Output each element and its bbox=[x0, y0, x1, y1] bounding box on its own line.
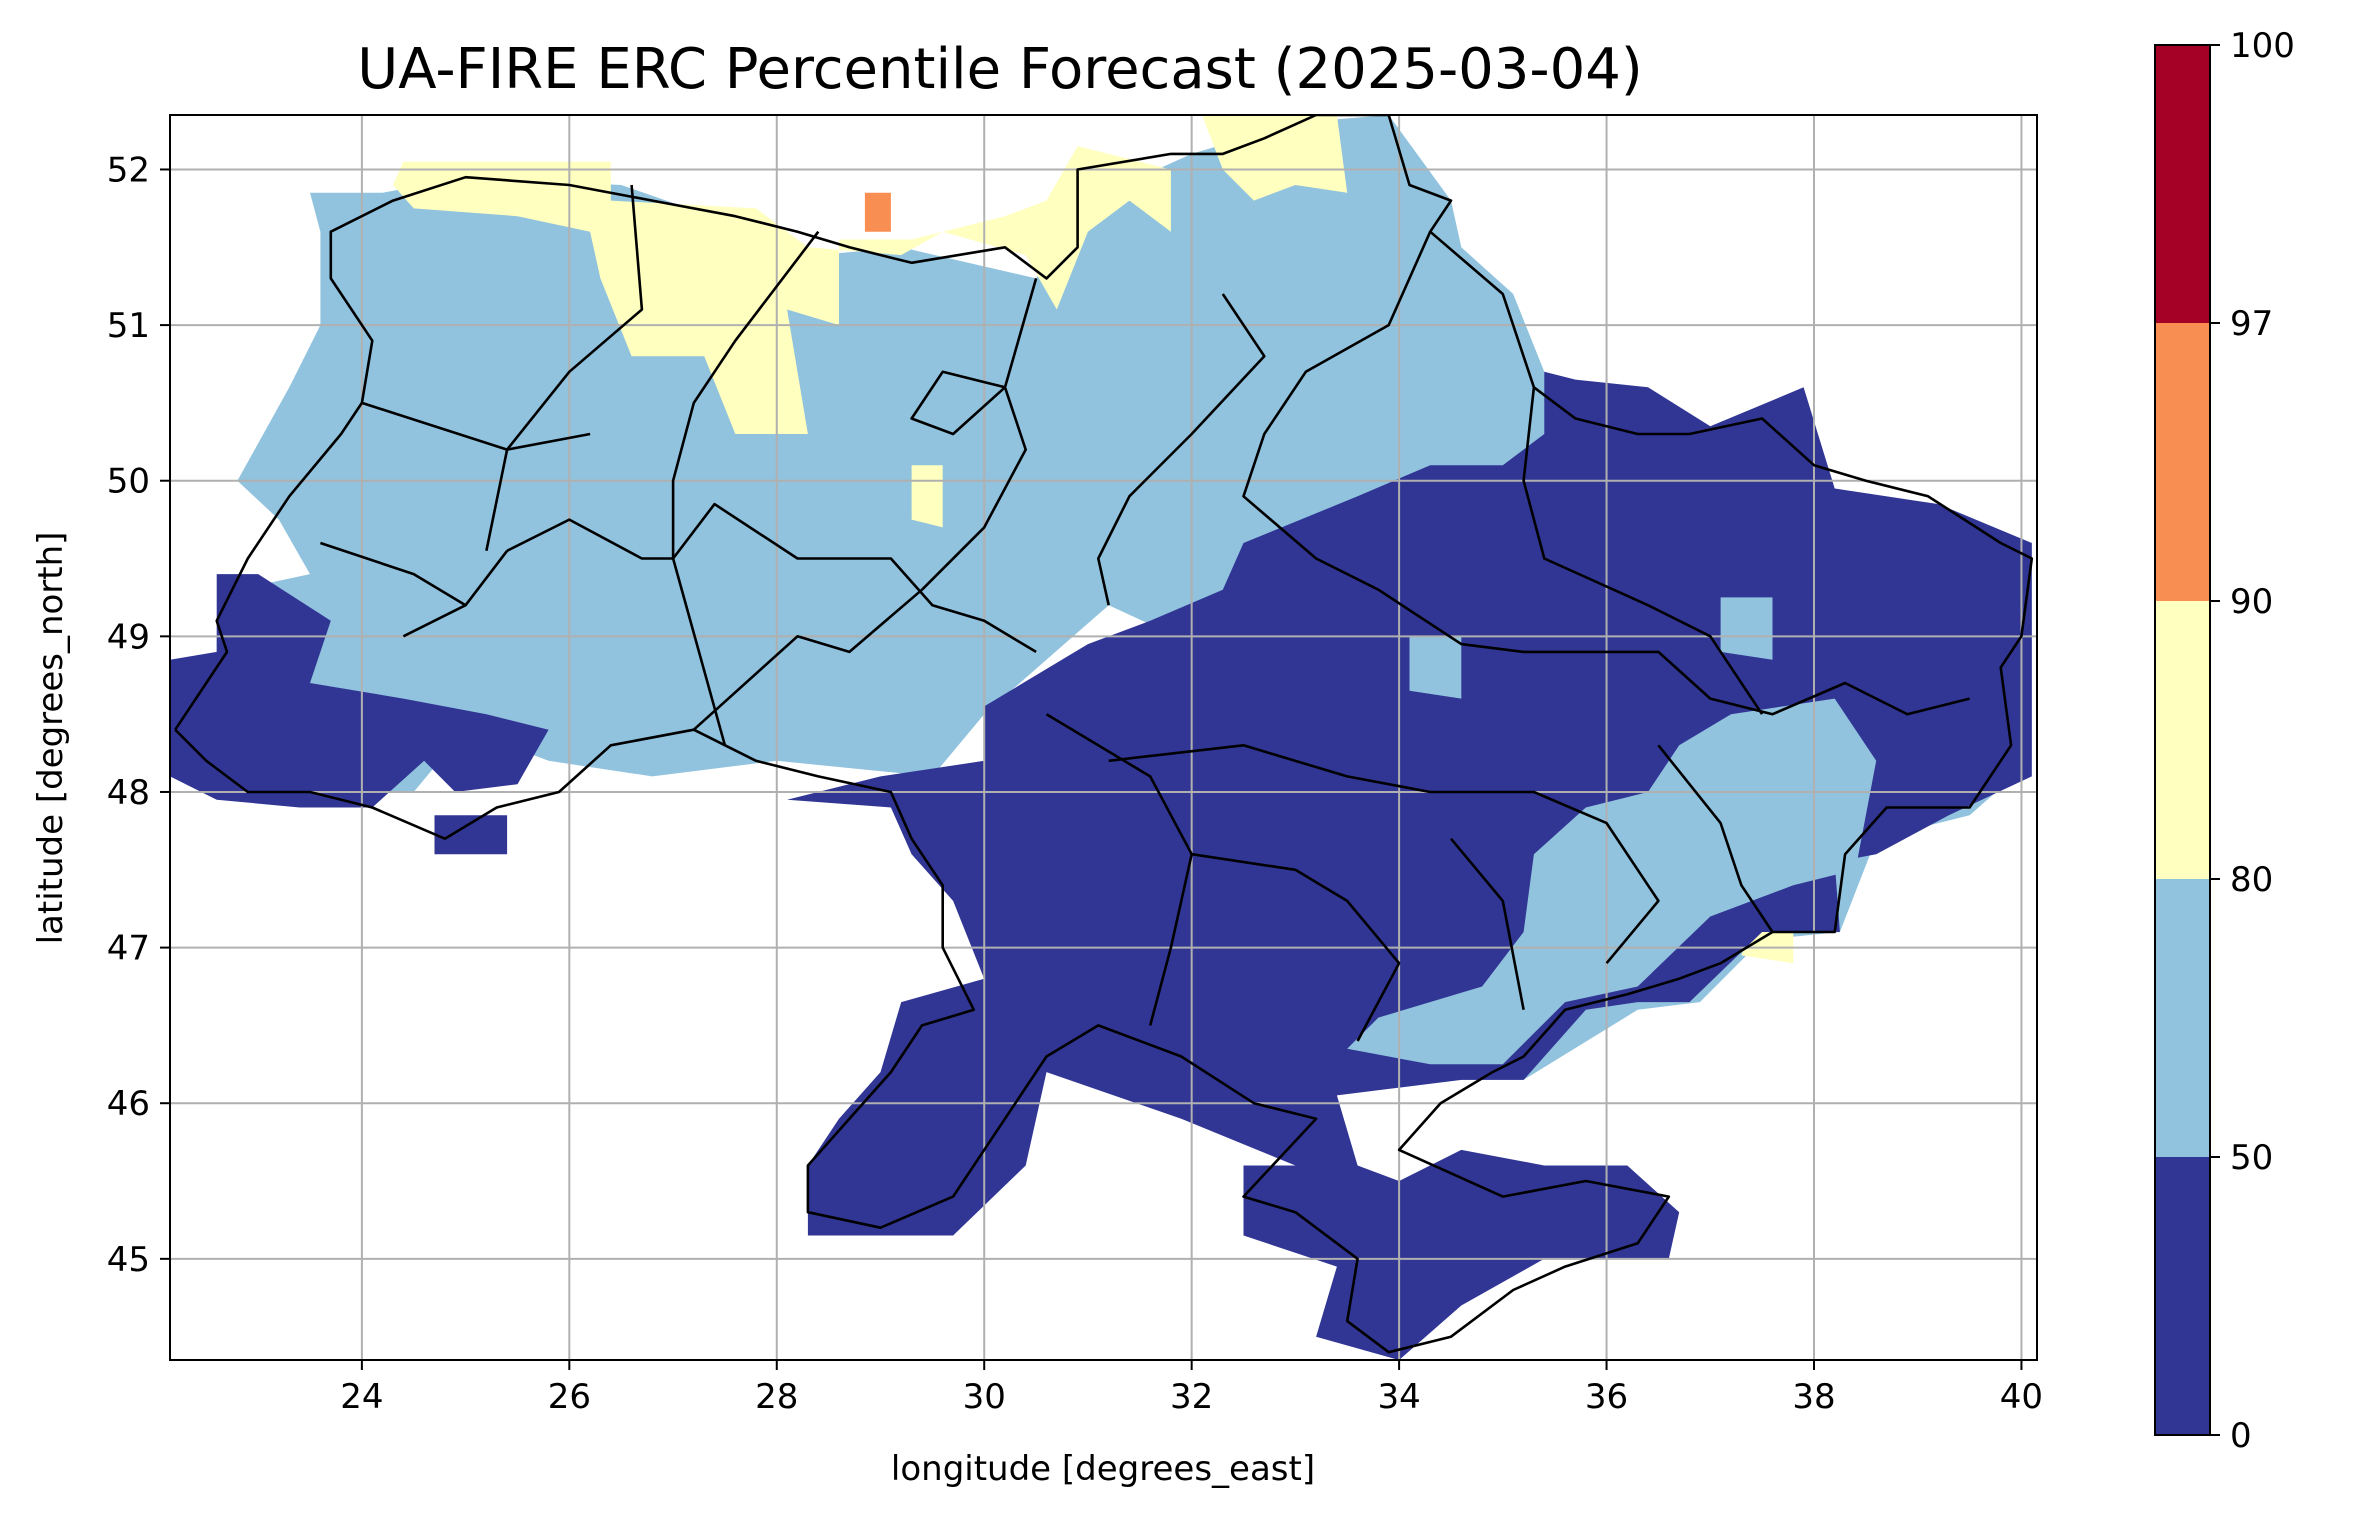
region-5 bbox=[864, 192, 891, 232]
region-9 bbox=[1720, 597, 1773, 660]
y-tick-label-45: 45 bbox=[107, 1240, 150, 1280]
x-tick-label-26: 26 bbox=[548, 1377, 591, 1417]
region-1 bbox=[393, 146, 1171, 434]
plot-frame bbox=[169, 114, 2038, 1361]
y-tick-label-49: 49 bbox=[107, 617, 150, 657]
border-15 bbox=[319, 541, 467, 607]
colorbar-ticks: 0 50 80 90 97 100 bbox=[2210, 26, 2295, 1456]
y-tick-label-50: 50 bbox=[107, 462, 150, 502]
x-tick-label-36: 36 bbox=[1585, 1377, 1628, 1417]
x-tick-label-34: 34 bbox=[1377, 1377, 1420, 1417]
region-3 bbox=[911, 465, 943, 528]
y-axis-ticks: 45 46 47 48 49 50 51 52 bbox=[107, 150, 170, 1280]
percentile-regions bbox=[170, 115, 2032, 1360]
colorbar-frame bbox=[2154, 44, 2211, 1436]
x-tick-label-24: 24 bbox=[340, 1377, 383, 1417]
y-tick-label-48: 48 bbox=[107, 773, 150, 813]
border-6 bbox=[1242, 231, 1970, 716]
x-tick-label-40: 40 bbox=[2000, 1377, 2043, 1417]
y-tick-label-52: 52 bbox=[107, 150, 150, 190]
border-7 bbox=[1522, 387, 1764, 715]
border-9 bbox=[1108, 743, 1660, 965]
border-4 bbox=[921, 278, 1038, 591]
border-0 bbox=[174, 115, 2034, 1354]
x-tick-label-38: 38 bbox=[1792, 1377, 1835, 1417]
region-10 bbox=[1409, 636, 1462, 699]
y-axis-label: latitude [degrees_north] bbox=[31, 532, 71, 945]
border-2 bbox=[485, 184, 644, 552]
y-tick-label-46: 46 bbox=[107, 1084, 150, 1124]
colorbar-tick-label-97: 97 bbox=[2230, 304, 2273, 344]
colorbar-segment-2 bbox=[2155, 601, 2210, 879]
chart-title: UA-FIRE ERC Percentile Forecast (2025-03… bbox=[357, 37, 1642, 102]
colorbar-tick-label-0: 0 bbox=[2230, 1416, 2252, 1456]
border-1 bbox=[506, 502, 1037, 654]
x-tick-label-30: 30 bbox=[963, 1377, 1006, 1417]
colorbar-segment-4 bbox=[2155, 45, 2210, 323]
border-5 bbox=[1097, 293, 1266, 606]
border-16 bbox=[361, 401, 591, 451]
gridlines bbox=[170, 115, 2037, 1360]
colorbar-tick-label-50: 50 bbox=[2230, 1138, 2273, 1178]
border-13 bbox=[692, 588, 923, 731]
y-tick-label-47: 47 bbox=[107, 929, 150, 969]
region-0 bbox=[216, 115, 2032, 1088]
colorbar-tick-label-90: 90 bbox=[2230, 582, 2273, 622]
colorbar-tick-label-80: 80 bbox=[2230, 860, 2273, 900]
region-7 bbox=[170, 574, 549, 808]
x-tick-label-28: 28 bbox=[755, 1377, 798, 1417]
region-8 bbox=[434, 815, 508, 855]
border-3 bbox=[671, 230, 820, 746]
x-tick-label-32: 32 bbox=[1170, 1377, 1213, 1417]
colorbar-segment-0 bbox=[2155, 1157, 2210, 1435]
y-tick-label-51: 51 bbox=[107, 306, 150, 346]
x-axis-ticks: 24 26 28 30 32 34 36 38 40 bbox=[340, 1360, 2043, 1417]
colorbar-segment-3 bbox=[2155, 323, 2210, 601]
x-axis-label: longitude [degrees_east] bbox=[891, 1449, 1315, 1489]
admin-borders bbox=[174, 115, 2034, 1354]
border-12 bbox=[1657, 744, 1774, 933]
border-17 bbox=[910, 370, 1006, 436]
region-11 bbox=[1347, 698, 1877, 1065]
region-2 bbox=[1202, 115, 1348, 201]
border-11 bbox=[1450, 837, 1525, 1011]
colorbar-tick-label-100: 100 bbox=[2230, 26, 2295, 66]
border-10 bbox=[1191, 852, 1401, 1042]
colorbar bbox=[2154, 44, 2211, 1436]
colorbar-segment-1 bbox=[2155, 879, 2210, 1157]
